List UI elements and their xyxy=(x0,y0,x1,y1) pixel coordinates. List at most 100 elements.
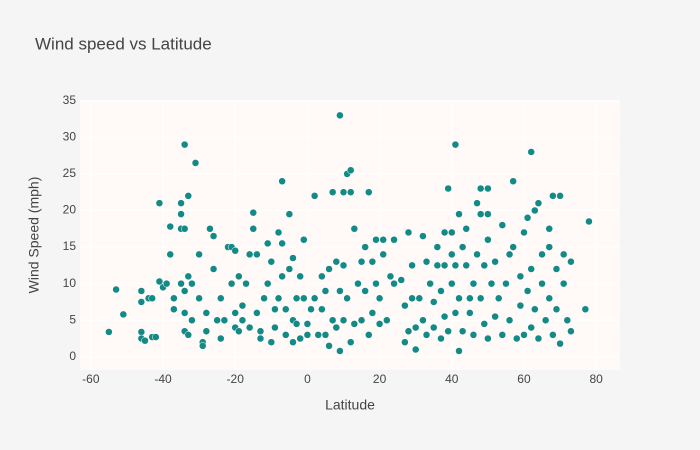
point xyxy=(346,338,355,346)
point xyxy=(191,159,200,167)
point xyxy=(350,320,359,328)
point xyxy=(281,305,290,314)
point xyxy=(310,294,319,303)
point xyxy=(516,301,525,310)
point xyxy=(260,294,268,303)
point xyxy=(448,250,456,259)
point xyxy=(166,222,174,231)
point xyxy=(567,257,575,266)
point xyxy=(437,287,445,295)
point xyxy=(433,261,442,270)
point xyxy=(538,279,546,288)
point xyxy=(451,309,460,317)
point xyxy=(466,294,474,303)
point xyxy=(527,323,535,332)
point xyxy=(231,309,239,317)
point xyxy=(213,316,221,324)
point xyxy=(267,257,276,266)
point xyxy=(137,328,146,336)
point xyxy=(379,236,387,244)
point xyxy=(429,298,438,306)
point xyxy=(365,188,373,196)
point xyxy=(180,287,189,295)
point xyxy=(379,250,387,259)
point xyxy=(552,305,561,314)
point xyxy=(271,305,279,314)
point xyxy=(415,294,424,303)
x-tick-label: 0 xyxy=(304,372,311,386)
point xyxy=(545,243,554,251)
point xyxy=(148,294,156,303)
point xyxy=(368,309,377,317)
point xyxy=(263,279,272,288)
point xyxy=(440,228,449,237)
point xyxy=(386,272,395,281)
point xyxy=(390,279,398,288)
point xyxy=(336,347,344,355)
point xyxy=(249,225,258,233)
x-tick-label: -40 xyxy=(154,372,172,386)
point xyxy=(505,250,514,259)
point xyxy=(328,316,337,324)
point xyxy=(484,236,492,244)
point xyxy=(343,294,351,303)
point xyxy=(375,320,384,328)
point xyxy=(419,316,427,324)
point xyxy=(444,327,452,335)
point xyxy=(516,272,525,281)
point xyxy=(361,287,369,295)
point xyxy=(300,236,308,244)
point xyxy=(180,225,189,233)
point xyxy=(285,265,294,273)
point xyxy=(238,316,247,324)
point xyxy=(195,250,203,259)
point xyxy=(303,320,312,328)
point xyxy=(177,210,185,218)
point xyxy=(278,272,286,281)
point xyxy=(198,342,207,350)
point xyxy=(105,328,113,336)
point xyxy=(256,334,265,343)
y-tick-label: 35 xyxy=(63,93,77,107)
point xyxy=(476,210,485,218)
point xyxy=(534,334,543,343)
point xyxy=(451,261,460,270)
point xyxy=(170,294,178,303)
point xyxy=(505,316,514,324)
point xyxy=(231,246,239,255)
point xyxy=(440,261,449,270)
y-tick-label: 5 xyxy=(69,312,76,326)
point xyxy=(278,239,286,248)
point xyxy=(354,279,362,288)
point xyxy=(307,305,315,314)
y-axis-title: Wind Speed (mph) xyxy=(26,177,42,294)
point xyxy=(549,192,557,200)
point xyxy=(523,287,532,295)
point xyxy=(321,331,330,339)
point xyxy=(339,188,348,196)
y-tick-label: 20 xyxy=(63,203,77,217)
point xyxy=(253,309,261,317)
point xyxy=(271,323,279,332)
point xyxy=(296,334,304,343)
point xyxy=(527,265,535,273)
point xyxy=(556,339,564,348)
point xyxy=(274,294,283,303)
point xyxy=(235,272,243,281)
point xyxy=(357,257,366,266)
point xyxy=(180,140,189,149)
point xyxy=(556,192,564,200)
point xyxy=(545,225,554,233)
point xyxy=(141,336,149,345)
point xyxy=(502,279,510,288)
point xyxy=(476,294,485,303)
point xyxy=(152,333,160,341)
point xyxy=(184,192,193,200)
point xyxy=(318,305,326,314)
point xyxy=(404,327,413,335)
point xyxy=(462,225,470,233)
point xyxy=(177,199,185,207)
point xyxy=(426,279,434,288)
point xyxy=(310,192,319,200)
